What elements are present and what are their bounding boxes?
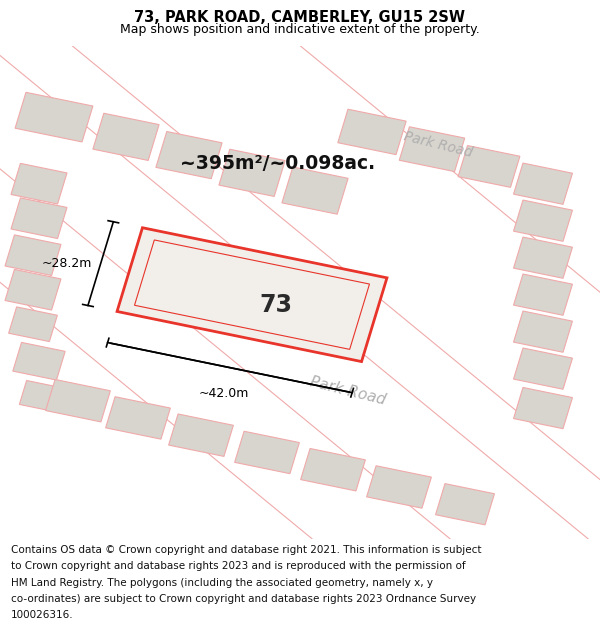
Text: to Crown copyright and database rights 2023 and is reproduced with the permissio: to Crown copyright and database rights 2… bbox=[11, 561, 466, 571]
Polygon shape bbox=[301, 449, 365, 491]
Polygon shape bbox=[514, 200, 572, 241]
Text: ~395m²/~0.098ac.: ~395m²/~0.098ac. bbox=[180, 154, 375, 174]
Polygon shape bbox=[156, 131, 222, 179]
Text: ~28.2m: ~28.2m bbox=[41, 257, 92, 270]
Polygon shape bbox=[219, 149, 285, 196]
Polygon shape bbox=[514, 163, 572, 204]
Polygon shape bbox=[514, 311, 572, 352]
Text: HM Land Registry. The polygons (including the associated geometry, namely x, y: HM Land Registry. The polygons (includin… bbox=[11, 578, 433, 587]
Text: Park Road: Park Road bbox=[402, 129, 474, 159]
Polygon shape bbox=[117, 228, 387, 362]
Polygon shape bbox=[8, 307, 58, 342]
Text: Park Road: Park Road bbox=[308, 374, 388, 408]
Polygon shape bbox=[46, 379, 110, 422]
Polygon shape bbox=[11, 163, 67, 204]
Polygon shape bbox=[93, 113, 159, 161]
Text: 73: 73 bbox=[260, 292, 293, 316]
Polygon shape bbox=[282, 167, 348, 214]
Text: 73, PARK ROAD, CAMBERLEY, GU15 2SW: 73, PARK ROAD, CAMBERLEY, GU15 2SW bbox=[134, 10, 466, 25]
Polygon shape bbox=[5, 269, 61, 310]
Polygon shape bbox=[5, 235, 61, 276]
Polygon shape bbox=[13, 342, 65, 380]
Text: Map shows position and indicative extent of the property.: Map shows position and indicative extent… bbox=[120, 22, 480, 36]
Polygon shape bbox=[169, 414, 233, 456]
Polygon shape bbox=[19, 381, 59, 411]
Polygon shape bbox=[235, 431, 299, 474]
Polygon shape bbox=[458, 146, 520, 188]
Polygon shape bbox=[436, 484, 494, 525]
Text: co-ordinates) are subject to Crown copyright and database rights 2023 Ordnance S: co-ordinates) are subject to Crown copyr… bbox=[11, 594, 476, 604]
Polygon shape bbox=[514, 237, 572, 278]
Polygon shape bbox=[106, 397, 170, 439]
Polygon shape bbox=[15, 92, 93, 142]
Polygon shape bbox=[367, 466, 431, 508]
Text: ~42.0m: ~42.0m bbox=[199, 387, 249, 400]
Polygon shape bbox=[514, 274, 572, 315]
Polygon shape bbox=[338, 109, 406, 154]
Text: Contains OS data © Crown copyright and database right 2021. This information is : Contains OS data © Crown copyright and d… bbox=[11, 545, 481, 555]
Polygon shape bbox=[11, 198, 67, 239]
Polygon shape bbox=[514, 348, 572, 389]
Polygon shape bbox=[514, 388, 572, 429]
Polygon shape bbox=[399, 127, 465, 172]
Text: 100026316.: 100026316. bbox=[11, 611, 73, 621]
